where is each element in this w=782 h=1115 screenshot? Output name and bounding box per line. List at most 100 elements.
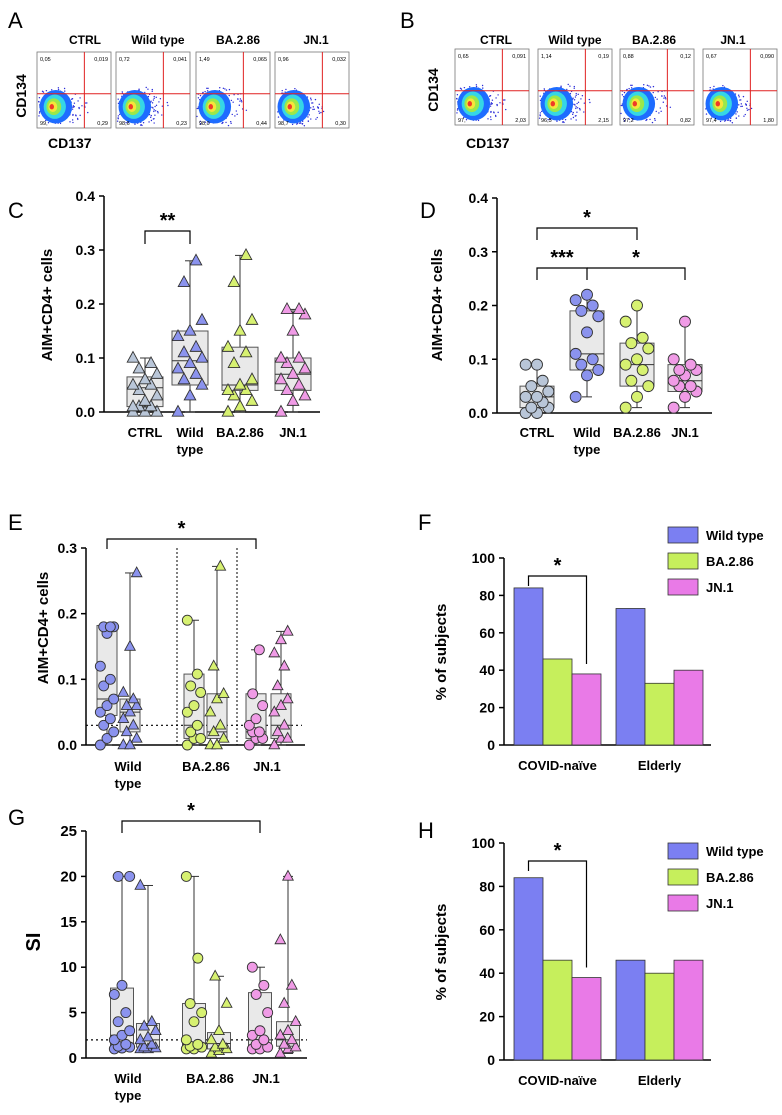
flow-quad-ur: 0,032: [332, 57, 346, 63]
data-point-circle: [243, 719, 255, 731]
flow-event-dot: [312, 108, 314, 111]
y-tick-label: 0: [487, 737, 495, 753]
y-tick-label: 100: [472, 550, 496, 566]
flow-event-dot: [722, 84, 724, 87]
flow-event-dot: [309, 97, 312, 99]
data-point-circle: [619, 358, 632, 371]
legend-swatch: [667, 578, 699, 596]
data-point-circle: [254, 1025, 266, 1037]
data-point-triangle: [217, 731, 230, 743]
flow-density-red: [467, 101, 473, 107]
flow-event-dot: [540, 110, 543, 113]
flow-quad-lr: 2,15: [598, 118, 609, 124]
flow-event-dot: [310, 99, 312, 101]
data-point-triangle: [150, 366, 164, 379]
flow-a-header-wt: Wild type: [131, 33, 185, 47]
data-point-triangle: [171, 361, 185, 374]
data-point-circle: [586, 353, 599, 366]
significance-bracket: [527, 575, 588, 664]
bar-2-0: [571, 977, 602, 1061]
box-group: [126, 350, 164, 417]
flow-event-dot: [79, 114, 81, 117]
data-point-triangle: [120, 698, 133, 710]
y-tick-label: 0.2: [76, 296, 96, 312]
data-point-circle: [575, 304, 588, 317]
flow-event-dot: [117, 115, 120, 117]
flow-event-dot: [504, 99, 506, 101]
chart-e: AIM+CD4+ cells 0.0 0.1 0.2 0.3 Wild type BA.2.…: [35, 518, 305, 791]
flow-event-dot: [496, 104, 498, 107]
flow-event-dot: [37, 100, 40, 103]
data-point-triangle: [132, 361, 146, 374]
box-group: [134, 878, 162, 1054]
data-point-circle: [108, 726, 120, 738]
bar-1-1: [644, 682, 675, 746]
data-point-triangle: [171, 328, 185, 342]
flow-event-dot: [740, 99, 742, 101]
data-point-triangle: [123, 705, 137, 717]
flow-event-dot: [161, 114, 163, 116]
flow-a-xlabel: CD137: [48, 135, 92, 151]
data-point-circle: [536, 374, 549, 387]
box-group: [221, 247, 259, 417]
data-point-triangle: [171, 404, 185, 417]
data-point-triangle: [271, 725, 284, 737]
data-point-triangle: [126, 350, 140, 363]
significance-bracket: [587, 267, 686, 280]
flow-quad-ll: 99,: [40, 121, 48, 127]
data-point-circle: [98, 680, 110, 692]
flow-event-dot: [234, 115, 236, 117]
flow-event-dot: [166, 101, 169, 104]
data-point-circle: [684, 380, 697, 393]
flow-event-dot: [240, 99, 243, 102]
flow-event-dot: [310, 118, 312, 120]
y-tick-label: 0.1: [76, 350, 96, 366]
box-group: [205, 969, 233, 1058]
flow-event-dot: [570, 118, 572, 120]
flow-event-dot: [643, 84, 645, 86]
legend-swatch: [667, 894, 699, 912]
data-point-triangle: [281, 1023, 295, 1036]
flow-event-dot: [310, 107, 312, 109]
flow-event-dot: [578, 107, 581, 110]
flow-event-dot: [456, 94, 459, 96]
box-group: [94, 621, 120, 751]
data-point-circle: [104, 713, 116, 725]
flow-event-dot: [738, 104, 740, 106]
data-point-circle: [519, 358, 532, 371]
data-point-circle: [188, 1016, 200, 1028]
box-group: [667, 315, 703, 414]
flow-event-dot: [313, 108, 315, 110]
flow-event-dot: [746, 100, 748, 103]
flow-quad-ll: 97,2: [623, 118, 634, 124]
chart-h: % of subjects 0 20 40 60 80 100 COVID-naïve Eld…: [433, 835, 764, 1088]
flow-event-dot: [572, 116, 575, 119]
legend-swatch: [667, 842, 699, 860]
data-point-triangle: [292, 377, 306, 390]
y-tick-label: 5: [69, 1005, 77, 1022]
data-point-triangle: [280, 301, 294, 315]
x-label-type: type: [115, 776, 142, 791]
flow-event-dot: [153, 110, 155, 113]
data-point-circle: [104, 673, 116, 685]
flow-event-dot: [574, 96, 577, 98]
data-point-triangle: [227, 274, 241, 288]
flow-event-dot: [204, 90, 206, 93]
flow-quad-lr: 0,30: [335, 121, 346, 127]
y-tick-label: 15: [60, 914, 77, 931]
data-point-circle: [108, 988, 120, 1000]
data-point-triangle: [195, 312, 209, 325]
data-point-circle: [243, 739, 255, 751]
flow-event-dot: [318, 103, 320, 106]
legend-swatch: [667, 552, 699, 570]
flow-event-dot: [497, 111, 499, 114]
flow-quad-ur: 0,019: [94, 57, 108, 63]
flow-event-dot: [159, 97, 162, 100]
data-point-triangle: [144, 355, 158, 369]
flow-event-dot: [579, 109, 581, 111]
data-point-triangle: [126, 377, 140, 390]
y-tick-label: 80: [479, 587, 495, 603]
data-point-triangle: [205, 1033, 218, 1045]
flow-event-dot: [38, 112, 41, 114]
flow-event-dot: [505, 108, 507, 111]
